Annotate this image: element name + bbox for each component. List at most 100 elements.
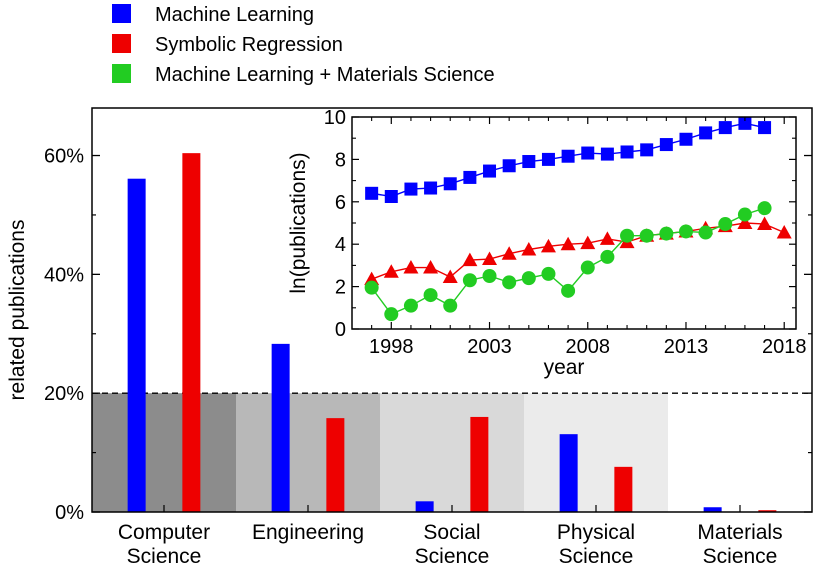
category-label-engineering: Engineering (252, 521, 364, 544)
point-machine-learning-2003 (483, 164, 497, 178)
point-machine-learning-materials-science-2000 (423, 288, 438, 303)
bar-series (127, 153, 777, 512)
category-label-line: Engineering (252, 521, 364, 544)
point-machine-learning-materials-science-2001 (443, 298, 458, 313)
point-machine-learning-materials-science-2016 (737, 207, 752, 222)
point-symbolic-regression-2003 (482, 251, 498, 266)
point-machine-learning-2010 (620, 145, 634, 159)
category-label-line: Science (703, 545, 778, 566)
y-tick-label-0: 0% (55, 502, 84, 524)
point-machine-learning-2011 (640, 143, 654, 157)
point-symbolic-regression-2001 (442, 269, 458, 284)
point-symbolic-regression-2009 (599, 231, 615, 245)
inset-y-axis: 0 2 4 6 8 10 (324, 107, 796, 341)
legend-label-symbolic-regression: Symbolic Regression (155, 34, 343, 56)
category-label-line: Materials (697, 521, 782, 544)
point-machine-learning-2012 (659, 138, 673, 152)
category-label-social-science: Social Science (415, 521, 490, 566)
inset-y-tick-label-10: 10 (324, 107, 346, 129)
legend: Machine Learning Symbolic Regression Machi… (112, 4, 495, 86)
point-symbolic-regression-2002 (462, 252, 478, 267)
point-symbolic-regression-2007 (560, 236, 576, 251)
inset-x-tick-label-2018: 2018 (762, 336, 807, 358)
inset-x-axis: 1998 2003 2008 2013 2018 (369, 117, 806, 358)
category-bands (92, 393, 812, 512)
inset-y-axis-label: ln(publications) (287, 152, 310, 293)
point-machine-learning-1999 (404, 182, 418, 196)
point-symbolic-regression-1998 (383, 264, 399, 278)
point-machine-learning-materials-science-2005 (521, 271, 536, 286)
category-label-line: Science (559, 545, 634, 566)
point-machine-learning-2015 (718, 121, 732, 135)
point-machine-learning-materials-science-2008 (580, 260, 595, 275)
bar-symbolic-regression-materials-science (758, 510, 777, 512)
point-symbolic-regression-2000 (423, 260, 439, 274)
category-label-line: Science (127, 545, 202, 566)
inset-x-axis-label: year (544, 356, 585, 379)
point-machine-learning-2000 (424, 181, 438, 195)
point-machine-learning-2017 (758, 121, 772, 135)
y-tick-label-40: 40% (44, 264, 84, 286)
legend-label-machine-learning-materials-science: Machine Learning + Materials Science (155, 64, 495, 86)
point-machine-learning-2006 (541, 152, 555, 166)
bar-symbolic-regression-computer-science (182, 153, 201, 512)
bar-machine-learning-engineering (271, 343, 290, 512)
category-label-line: Physical (557, 521, 635, 544)
point-machine-learning-materials-science-2013 (678, 224, 693, 239)
y-tick-label-60: 60% (44, 146, 84, 168)
point-symbolic-regression-2005 (521, 242, 537, 256)
inset-y-tick-label-8: 8 (335, 149, 346, 171)
band-social-science (380, 393, 524, 512)
point-machine-learning-1998 (384, 190, 398, 203)
inset-y-tick-label-6: 6 (335, 192, 346, 214)
point-machine-learning-2008 (581, 146, 595, 160)
band-engineering (236, 393, 380, 512)
bar-machine-learning-computer-science (127, 178, 146, 512)
inset-x-tick-label-2013: 2013 (664, 336, 709, 358)
inset-x-tick-label-2008: 2008 (566, 336, 611, 358)
inset-series (364, 116, 792, 322)
point-machine-learning-2009 (600, 147, 614, 161)
y-axis-label: related publications (6, 220, 29, 401)
point-machine-learning-materials-science-2017 (757, 201, 772, 216)
point-machine-learning-materials-science-1998 (384, 307, 399, 322)
point-machine-learning-materials-science-2015 (718, 217, 733, 232)
inset-y-tick-label-0: 0 (335, 319, 346, 341)
legend-swatch-machine-learning (112, 4, 131, 23)
point-machine-learning-2004 (502, 159, 516, 173)
legend-label-machine-learning: Machine Learning (155, 4, 314, 26)
y-tick-label-20: 20% (44, 383, 84, 405)
bar-machine-learning-materials-science (703, 507, 722, 512)
line-symbolic-regression (371, 222, 785, 280)
inset-x-tick-label-1998: 1998 (369, 336, 414, 358)
point-machine-learning-2016 (738, 116, 752, 130)
point-machine-learning-1997 (365, 186, 379, 200)
category-label-materials-science: Materials Science (697, 521, 782, 566)
legend-swatch-machine-learning-materials-science (112, 64, 131, 83)
point-symbolic-regression-2018 (776, 225, 792, 239)
point-machine-learning-materials-science-2004 (502, 275, 517, 290)
y-axis: 0% 20% 40% 60% (44, 146, 812, 524)
inset-line-chart: 0 2 4 6 8 10 1998 2003 2008 2013 2018 year ln(pub… (287, 107, 806, 379)
point-machine-learning-materials-science-2003 (482, 269, 497, 283)
band-materials-science (668, 393, 812, 512)
legend-swatch-symbolic-regression (112, 34, 131, 53)
point-machine-learning-2002 (463, 170, 477, 184)
category-label-physical-science: Physical Science (557, 521, 635, 566)
point-machine-learning-2013 (679, 132, 693, 146)
point-machine-learning-2001 (443, 177, 457, 191)
point-machine-learning-materials-science-2007 (561, 283, 576, 298)
point-machine-learning-materials-science-2011 (639, 228, 654, 243)
point-machine-learning-2014 (699, 126, 713, 140)
point-symbolic-regression-2008 (580, 235, 596, 250)
bar-machine-learning-physical-science (559, 434, 578, 512)
point-machine-learning-materials-science-2012 (659, 226, 674, 241)
point-machine-learning-materials-science-1999 (403, 298, 418, 313)
category-label-line: Social (423, 521, 480, 544)
point-machine-learning-2005 (522, 155, 536, 169)
inset-y-tick-label-2: 2 (335, 277, 346, 299)
point-symbolic-regression-2004 (501, 246, 517, 260)
